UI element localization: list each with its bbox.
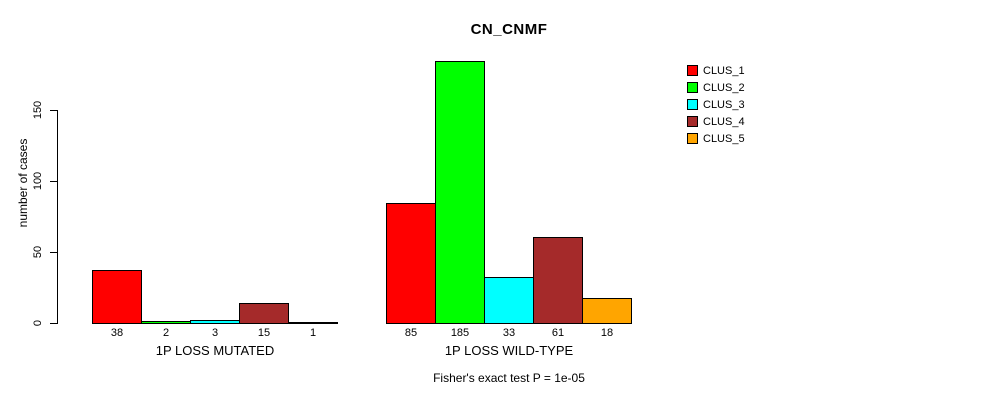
legend-label: CLUS_3 bbox=[703, 98, 745, 111]
y-tick-mark bbox=[50, 252, 57, 253]
bar-value-label: 85 bbox=[404, 327, 418, 339]
group-label: 1P LOSS WILD-TYPE bbox=[444, 343, 574, 358]
group-label: 1P LOSS MUTATED bbox=[155, 343, 275, 358]
legend-item: CLUS_2 bbox=[687, 81, 745, 94]
legend-color-swatch bbox=[687, 116, 698, 127]
bar-value-label: 33 bbox=[502, 327, 516, 339]
y-tick-mark bbox=[50, 181, 57, 182]
bar-value-label: 3 bbox=[211, 327, 219, 339]
bar-value-label: 18 bbox=[600, 327, 614, 339]
bar-clus_4-2 bbox=[533, 237, 583, 324]
fisher-test-annotation: Fisher's exact test P = 1e-05 bbox=[433, 371, 585, 385]
legend-label: CLUS_2 bbox=[703, 81, 745, 94]
bar-clus_5-1 bbox=[288, 322, 338, 324]
legend-item: CLUS_3 bbox=[687, 98, 745, 111]
bar-clus_5-2 bbox=[582, 298, 632, 324]
legend-item: CLUS_4 bbox=[687, 115, 745, 128]
chart-title: CN_CNMF bbox=[470, 21, 548, 38]
legend-color-swatch bbox=[687, 99, 698, 110]
legend-color-swatch bbox=[687, 133, 698, 144]
legend-item: CLUS_1 bbox=[687, 64, 745, 77]
legend-label: CLUS_5 bbox=[703, 132, 745, 145]
y-tick-label: 50 bbox=[32, 245, 44, 259]
y-axis-label: number of cases bbox=[16, 138, 30, 228]
legend-item: CLUS_5 bbox=[687, 132, 745, 145]
bar-value-label: 61 bbox=[551, 327, 565, 339]
bar-value-label: 185 bbox=[450, 327, 470, 339]
y-tick-mark bbox=[50, 110, 57, 111]
y-axis-line bbox=[57, 110, 58, 324]
legend-label: CLUS_4 bbox=[703, 115, 745, 128]
y-tick-label: 100 bbox=[32, 171, 44, 191]
y-tick-label: 0 bbox=[32, 319, 44, 327]
bar-clus_3-1 bbox=[190, 320, 240, 324]
legend-label: CLUS_1 bbox=[703, 64, 745, 77]
bar-value-label: 2 bbox=[162, 327, 170, 339]
bar-value-label: 15 bbox=[257, 327, 271, 339]
bar-clus_1-1 bbox=[92, 270, 142, 324]
bar-clus_2-1 bbox=[141, 321, 191, 324]
bar-clus_2-2 bbox=[435, 61, 485, 324]
legend-color-swatch bbox=[687, 65, 698, 76]
bar-clus_3-2 bbox=[484, 277, 534, 324]
bar-value-label: 38 bbox=[110, 327, 124, 339]
legend-color-swatch bbox=[687, 82, 698, 93]
bar-clus_1-2 bbox=[386, 203, 436, 324]
y-tick-mark bbox=[50, 323, 57, 324]
bar-clus_4-1 bbox=[239, 303, 289, 324]
y-tick-label: 150 bbox=[32, 100, 44, 120]
bar-value-label: 1 bbox=[309, 327, 317, 339]
